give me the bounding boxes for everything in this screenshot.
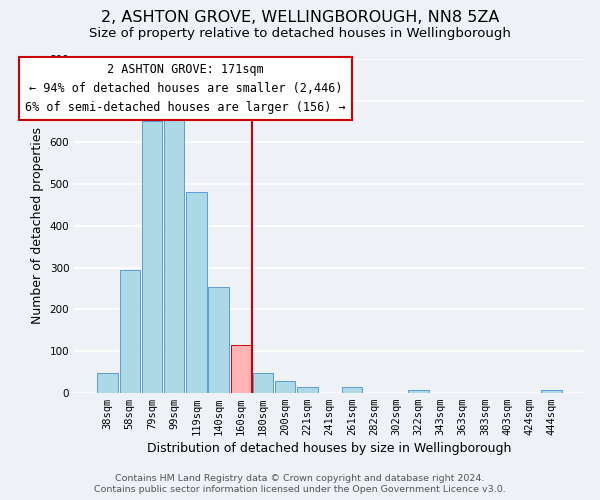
Bar — [297, 387, 317, 392]
Bar — [275, 380, 295, 392]
Bar — [119, 270, 140, 392]
Bar — [97, 372, 118, 392]
Text: 2 ASHTON GROVE: 171sqm
← 94% of detached houses are smaller (2,446)
6% of semi-d: 2 ASHTON GROVE: 171sqm ← 94% of detached… — [25, 63, 346, 114]
Bar — [253, 372, 273, 392]
Bar — [142, 121, 162, 392]
Y-axis label: Number of detached properties: Number of detached properties — [31, 128, 44, 324]
Text: Contains HM Land Registry data © Crown copyright and database right 2024.
Contai: Contains HM Land Registry data © Crown c… — [94, 474, 506, 494]
Bar — [186, 192, 206, 392]
Text: 2, ASHTON GROVE, WELLINGBOROUGH, NN8 5ZA: 2, ASHTON GROVE, WELLINGBOROUGH, NN8 5ZA — [101, 10, 499, 25]
Text: Size of property relative to detached houses in Wellingborough: Size of property relative to detached ho… — [89, 28, 511, 40]
X-axis label: Distribution of detached houses by size in Wellingborough: Distribution of detached houses by size … — [148, 442, 512, 455]
Bar — [341, 388, 362, 392]
Bar — [408, 390, 428, 392]
Bar — [208, 287, 229, 393]
Bar — [541, 390, 562, 392]
Bar — [164, 116, 184, 392]
Bar — [230, 345, 251, 393]
